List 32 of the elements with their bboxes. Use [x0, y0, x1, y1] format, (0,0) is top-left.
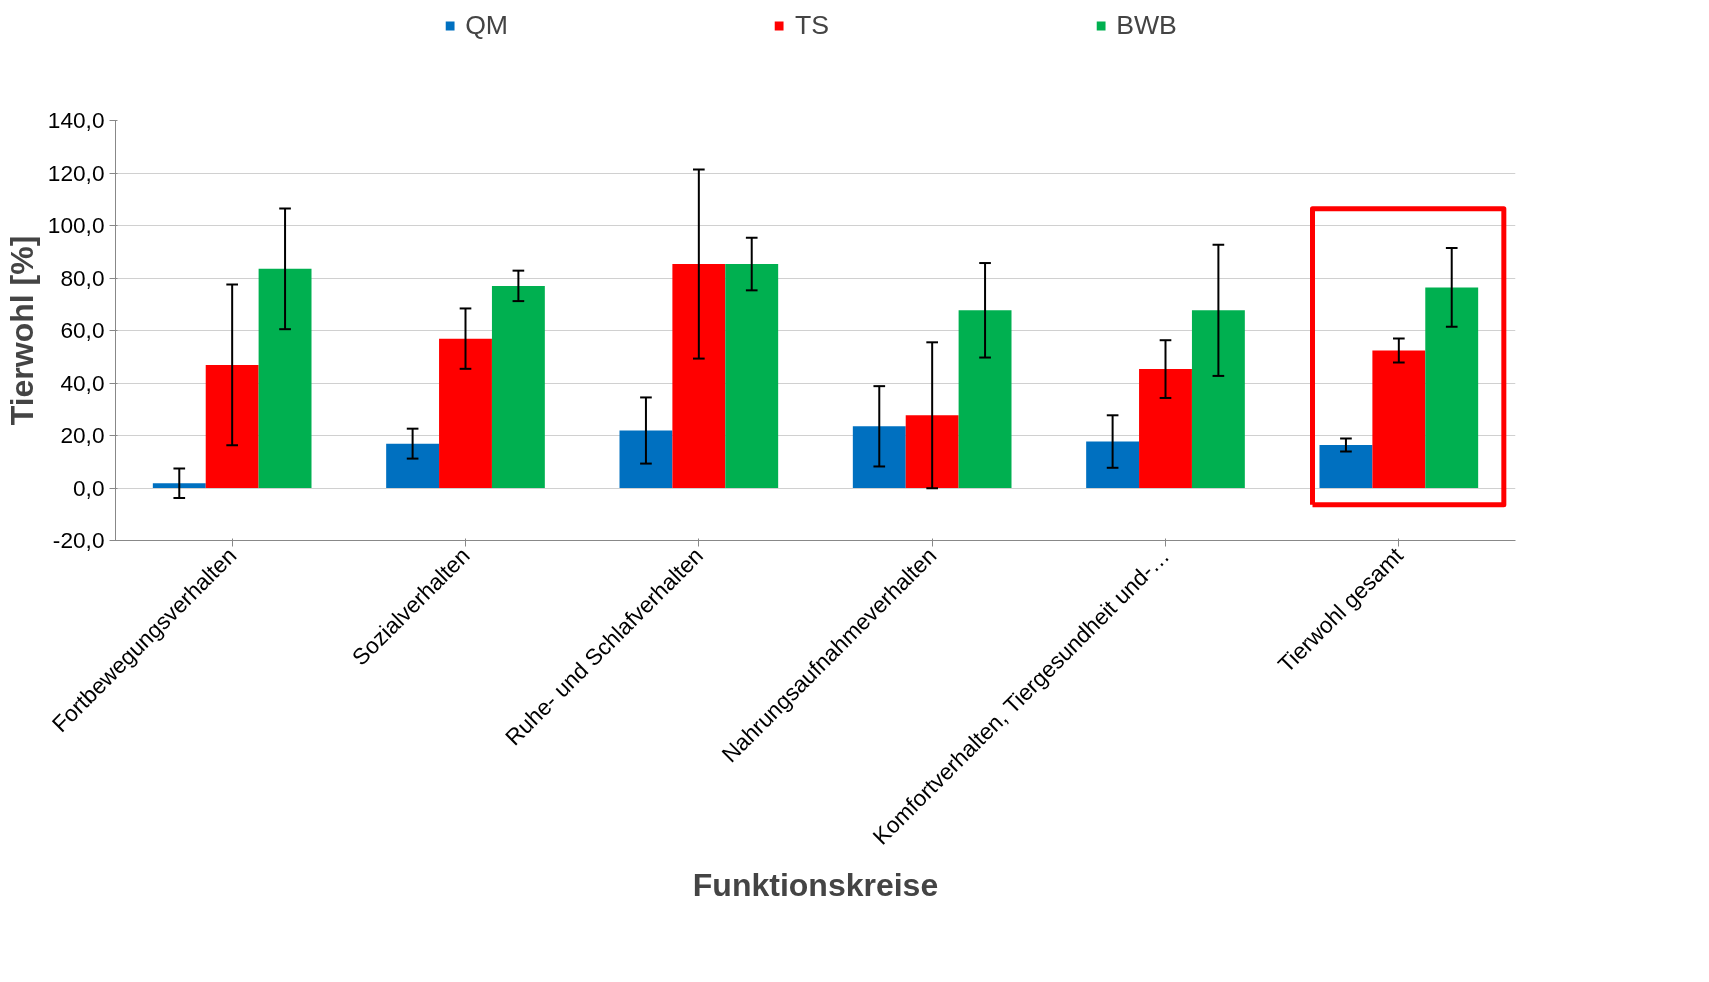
bar	[1191, 310, 1245, 488]
legend-label: QM	[465, 9, 509, 41]
bar	[152, 483, 206, 488]
bar	[1086, 441, 1140, 488]
y-tick-label: 140,0	[47, 107, 105, 133]
bar	[491, 285, 545, 488]
bar	[725, 264, 779, 488]
y-tick-label: 100,0	[47, 212, 105, 238]
y-tick-label: 80,0	[60, 264, 105, 291]
bar	[439, 338, 492, 488]
y-tick-label: 40,0	[60, 369, 105, 396]
bar	[1372, 350, 1426, 488]
bar	[1319, 444, 1373, 488]
y-tick-label: 20,0	[60, 422, 105, 448]
bar	[619, 430, 673, 488]
y-axis-title: Tierwohl [%]	[3, 235, 40, 426]
y-tick-label: 0,0	[73, 474, 105, 501]
y-tick-label: 120,0	[47, 159, 105, 186]
legend-label: TS	[795, 9, 830, 41]
bar	[1425, 287, 1479, 488]
y-tick-label: -20,0	[52, 527, 105, 553]
y-tick-label: 60,0	[60, 317, 105, 343]
bar	[1139, 369, 1192, 488]
bar	[852, 426, 906, 488]
bar	[258, 268, 312, 488]
bar	[905, 415, 959, 488]
bar	[205, 364, 259, 488]
bar	[386, 443, 440, 488]
legend-label: BWB	[1116, 9, 1177, 41]
x-axis-title: Funktionskreise	[692, 866, 939, 903]
bar	[672, 264, 726, 488]
bar	[958, 310, 1012, 488]
